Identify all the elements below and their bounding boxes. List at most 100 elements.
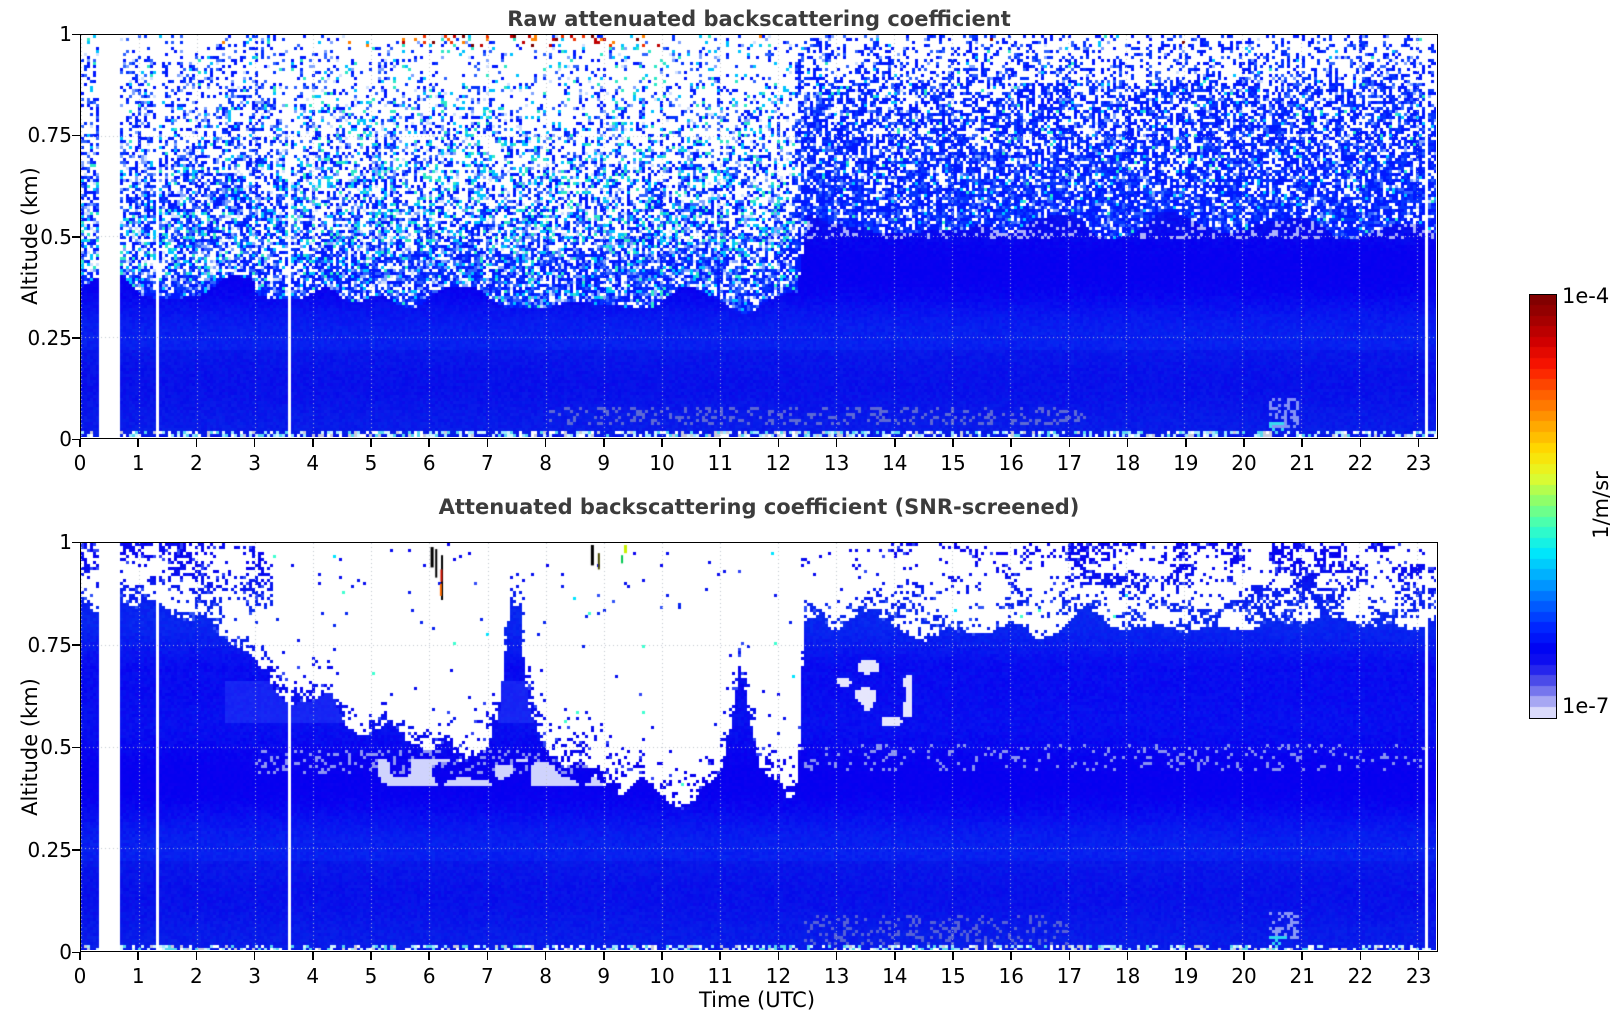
x-tick-label: 19: [1173, 964, 1199, 988]
x-tick-label: 15: [940, 451, 966, 475]
x-tick-mark: [719, 952, 721, 960]
y-tick-label: 0.25: [27, 325, 72, 350]
x-tick-label: 16: [998, 964, 1024, 988]
x-tick-mark: [79, 439, 81, 447]
x-tick-mark: [428, 952, 430, 960]
colorbar: [1529, 294, 1557, 719]
y-tick-mark: [72, 951, 80, 953]
x-tick-label: 11: [707, 964, 733, 988]
y-tick-label: 1: [59, 22, 72, 46]
screened-backscatter-heatmap: [80, 542, 1438, 952]
x-tick-mark: [1301, 439, 1303, 447]
x-tick-mark: [952, 952, 954, 960]
x-tick-mark: [719, 439, 721, 447]
x-tick-mark: [137, 439, 139, 447]
x-tick-mark: [544, 952, 547, 960]
y-tick-mark: [72, 438, 80, 440]
y-tick-label: 0.25: [27, 837, 72, 862]
x-tick-label: 14: [882, 964, 908, 988]
x-tick-label: 23: [1405, 451, 1432, 475]
colorbar-min-label: 1e-7: [1562, 694, 1610, 718]
x-tick-label: 17: [1056, 451, 1083, 475]
bottom-plot-title: Attenuated backscattering coefficient (S…: [438, 495, 1080, 519]
x-tick-mark: [1243, 952, 1245, 960]
x-tick-label: 1: [131, 451, 145, 475]
x-tick-mark: [1185, 439, 1187, 447]
x-tick-label: 8: [539, 451, 552, 475]
x-tick-label: 7: [481, 964, 494, 988]
x-tick-mark: [1417, 952, 1420, 960]
x-tick-mark: [835, 439, 838, 447]
x-tick-mark: [195, 952, 198, 960]
x-tick-label: 2: [190, 964, 203, 988]
x-tick-mark: [312, 952, 314, 960]
x-tick-mark: [1359, 439, 1362, 447]
x-tick-label: 4: [306, 451, 320, 475]
x-tick-mark: [1301, 952, 1303, 960]
x-tick-mark: [253, 952, 256, 960]
x-tick-mark: [661, 952, 663, 960]
xlabel-time-utc: Time (UTC): [698, 988, 816, 1012]
x-tick-label: 18: [1114, 964, 1141, 988]
raw-backscatter-canvas: [81, 35, 1436, 437]
x-tick-mark: [603, 439, 605, 447]
x-tick-label: 4: [306, 964, 320, 988]
y-tick-mark: [72, 644, 80, 646]
x-tick-mark: [1359, 952, 1362, 960]
x-tick-label: 3: [248, 964, 261, 988]
x-tick-mark: [1126, 952, 1129, 960]
x-tick-mark: [894, 439, 896, 447]
y-tick-label: 0.75: [27, 632, 72, 657]
y-tick-mark: [72, 134, 80, 137]
y-tick-mark: [72, 337, 80, 339]
x-tick-mark: [1010, 439, 1012, 447]
x-tick-mark: [544, 439, 547, 447]
x-tick-label: 2: [190, 451, 203, 475]
x-tick-label: 16: [998, 451, 1024, 475]
x-tick-label: 21: [1289, 451, 1315, 475]
y-tick-mark: [72, 746, 80, 748]
y-tick-mark: [72, 236, 80, 238]
x-tick-label: 12: [765, 964, 792, 988]
x-tick-mark: [312, 439, 314, 447]
x-tick-label: 0: [73, 964, 87, 988]
x-tick-label: 8: [539, 964, 552, 988]
y-tick-mark: [72, 33, 80, 35]
x-tick-label: 5: [364, 451, 378, 475]
x-tick-mark: [661, 439, 663, 447]
x-tick-mark: [1126, 439, 1129, 447]
x-tick-label: 7: [481, 451, 494, 475]
x-tick-mark: [195, 439, 198, 447]
x-tick-label: 22: [1347, 964, 1374, 988]
x-tick-label: 3: [248, 451, 261, 475]
x-tick-mark: [1243, 439, 1245, 447]
x-tick-mark: [894, 952, 896, 960]
top-plot-title: Raw attenuated backscattering coefficien…: [507, 7, 1011, 31]
x-tick-mark: [428, 439, 430, 447]
colorbar-unit-label: 1/m/sr: [1589, 471, 1613, 539]
x-tick-mark: [79, 952, 81, 960]
y-tick-label: 0: [59, 427, 72, 451]
x-tick-mark: [1417, 439, 1420, 447]
y-tick-mark: [72, 849, 80, 851]
x-tick-label: 18: [1114, 451, 1141, 475]
x-tick-label: 22: [1347, 451, 1374, 475]
x-tick-mark: [370, 952, 372, 960]
colorbar-max-label: 1e-4: [1562, 284, 1610, 308]
x-tick-label: 15: [940, 964, 966, 988]
x-tick-mark: [835, 952, 838, 960]
x-tick-label: 9: [597, 451, 611, 475]
x-tick-label: 6: [422, 964, 436, 988]
x-tick-mark: [603, 952, 605, 960]
x-tick-label: 10: [649, 964, 675, 988]
y-tick-label: 0.5: [40, 224, 72, 249]
colorbar-canvas: [1530, 295, 1556, 718]
x-tick-mark: [1068, 952, 1071, 960]
x-tick-label: 14: [882, 451, 908, 475]
y-tick-label: 0.5: [40, 735, 72, 759]
x-tick-label: 9: [597, 964, 611, 988]
x-tick-label: 19: [1173, 451, 1199, 475]
x-tick-label: 0: [73, 451, 87, 475]
x-tick-label: 13: [823, 964, 850, 988]
